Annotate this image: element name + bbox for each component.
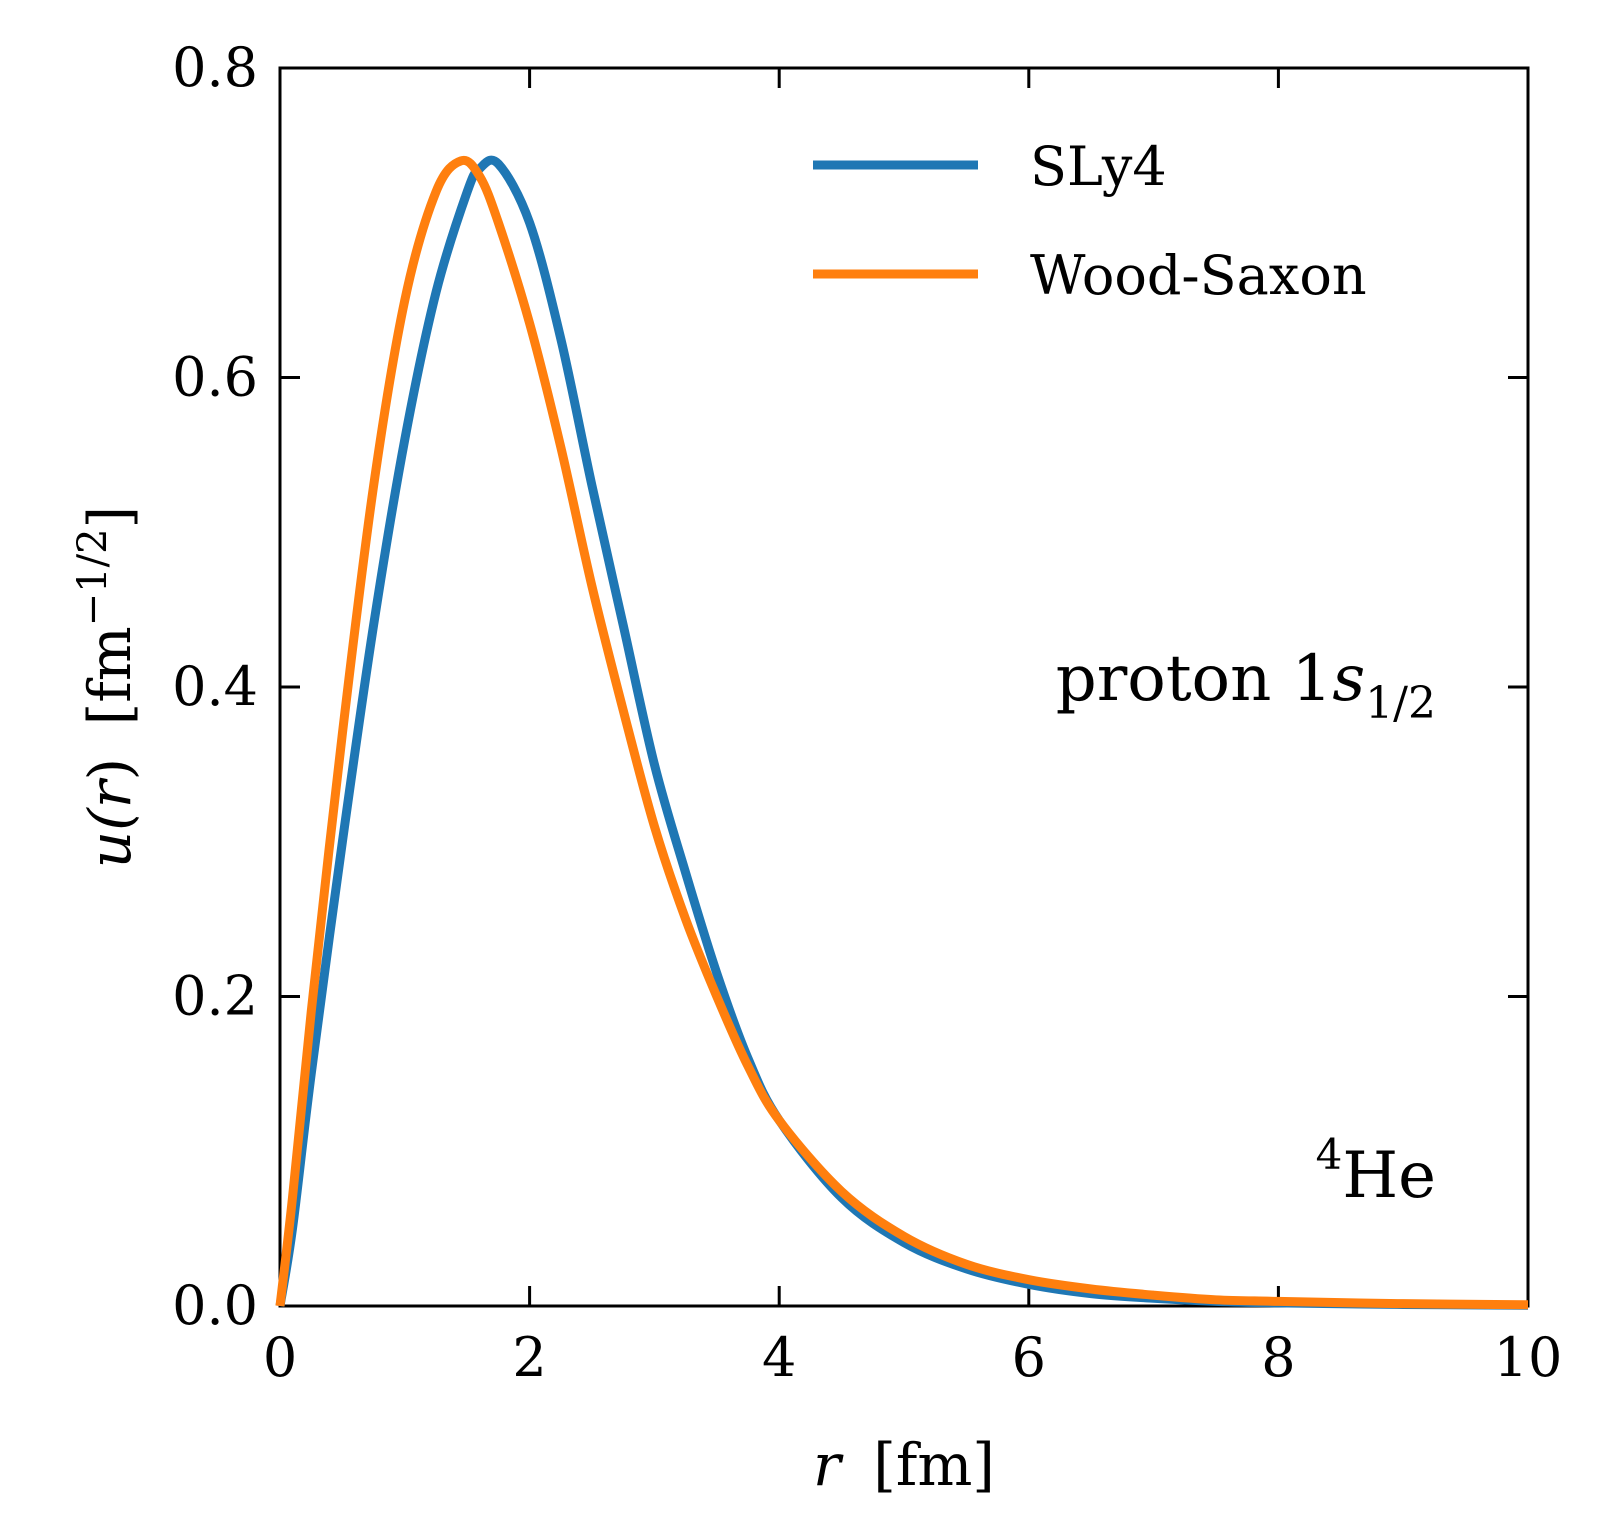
x-tick-label: 2 [512,1326,546,1389]
series-line-wood-saxon [275,155,1529,1310]
nucleus-annotation: 4He [1316,1130,1436,1213]
x-tick-label: 8 [1261,1326,1295,1389]
y-tick-label: 0.4 [172,655,258,718]
y-tick-label: 0.2 [172,965,258,1028]
legend-label-sly4: SLy4 [1030,135,1167,198]
y-tick-label: 0.0 [172,1274,258,1337]
tick-labels: 0 2 4 6 8 10 0.0 0.2 0.4 0.6 0.8 [172,36,1562,1389]
x-tick-label: 6 [1012,1326,1046,1389]
legend-label-wood-saxon: Wood-Saxon [1030,244,1367,307]
series-layer [275,155,1529,1310]
state-annotation: proton 1s1/2 [1056,642,1436,729]
x-axis-label: r [fm] [813,1431,995,1499]
series-line-sly4 [275,155,1529,1310]
x-tick-label: 4 [762,1326,796,1389]
y-tick-label: 0.6 [172,346,258,409]
y-tick-label: 0.8 [172,36,258,99]
x-tick-label: 0 [263,1326,297,1389]
y-axis-label: u(r) [fm−1/2] [70,506,144,868]
x-tick-label: 10 [1494,1326,1563,1389]
legend: SLy4 Wood-Saxon [813,135,1367,307]
